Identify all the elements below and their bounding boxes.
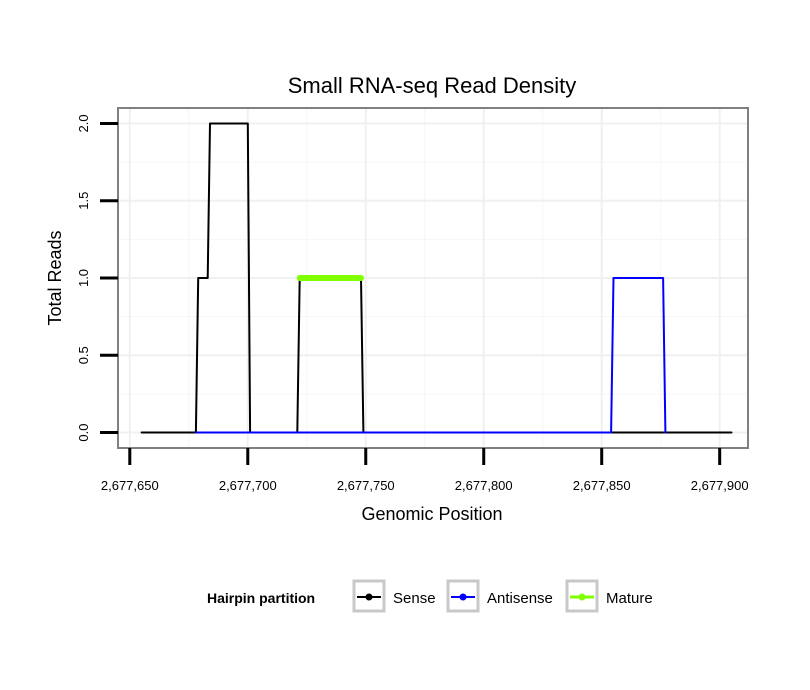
- legend-swatch-dot-antisense: [459, 593, 467, 601]
- x-axis: 2,677,650 2,677,700 2,677,750 2,677,800 2,67…: [101, 448, 749, 493]
- y-axis-title: Total Reads: [45, 230, 65, 325]
- legend-item-antisense: Antisense: [446, 579, 553, 613]
- legend: Hairpin partition Sense Antisense Mature: [207, 579, 653, 613]
- legend-item-sense: Sense: [352, 579, 436, 613]
- x-axis-title: Genomic Position: [361, 504, 502, 524]
- x-tick-label: 2,677,650: [101, 478, 159, 493]
- legend-swatch-dot-mature: [578, 593, 586, 601]
- y-tick-label: 1.5: [76, 192, 91, 210]
- x-tick-label: 2,677,850: [573, 478, 631, 493]
- x-tick-label: 2,677,900: [691, 478, 749, 493]
- x-tick-label: 2,677,700: [219, 478, 277, 493]
- y-tick-label: 0.5: [76, 346, 91, 364]
- legend-item-mature: Mature: [565, 579, 653, 613]
- series-layer: [140, 122, 733, 434]
- legend-label-sense: Sense: [393, 590, 436, 607]
- legend-label-antisense: Antisense: [487, 590, 553, 607]
- legend-title: Hairpin partition: [207, 590, 315, 606]
- y-axis: 0.0 0.5 1.0 1.5 2.0: [76, 114, 118, 442]
- chart-title: Small RNA-seq Read Density: [288, 73, 577, 98]
- legend-swatch-dot-sense: [365, 593, 373, 601]
- y-tick-label: 0.0: [76, 424, 91, 442]
- series-line-antisense: [194, 277, 667, 434]
- x-tick-label: 2,677,750: [337, 478, 395, 493]
- y-tick-label: 1.0: [76, 269, 91, 287]
- x-tick-label: 2,677,800: [455, 478, 513, 493]
- legend-label-mature: Mature: [606, 590, 653, 607]
- y-tick-label: 2.0: [76, 114, 91, 132]
